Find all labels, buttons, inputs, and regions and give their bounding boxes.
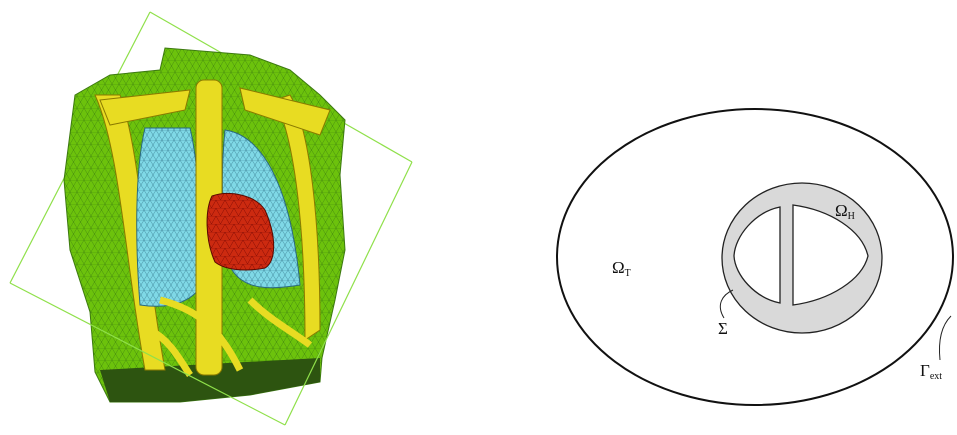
symbol: Γ [920, 361, 930, 380]
pointer [719, 289, 734, 319]
sigma-label: Σ [718, 319, 728, 338]
gamma-ext-label: Γext [920, 361, 942, 382]
lung-mesh [136, 128, 205, 307]
subscript: H [848, 211, 855, 222]
omega-t-label: ΩT [612, 258, 631, 279]
cavity [792, 204, 869, 306]
omega-h-label: ΩH [835, 201, 855, 222]
cavity [733, 206, 781, 304]
plane-edge [9, 282, 286, 426]
pointer [939, 315, 952, 361]
torso-boundary [556, 108, 954, 406]
clavicle [99, 87, 331, 136]
torso-model [9, 11, 413, 426]
plane-edge [284, 161, 413, 426]
symbol: Σ [718, 319, 728, 338]
schematic: ΩT ΩH Σ Γext [556, 108, 954, 406]
heart-mesh [207, 193, 274, 270]
subscript: T [625, 268, 631, 279]
rib [148, 296, 313, 377]
subscript: ext [930, 371, 942, 382]
symbol: Ω [612, 258, 625, 277]
symbol: Ω [835, 201, 848, 220]
